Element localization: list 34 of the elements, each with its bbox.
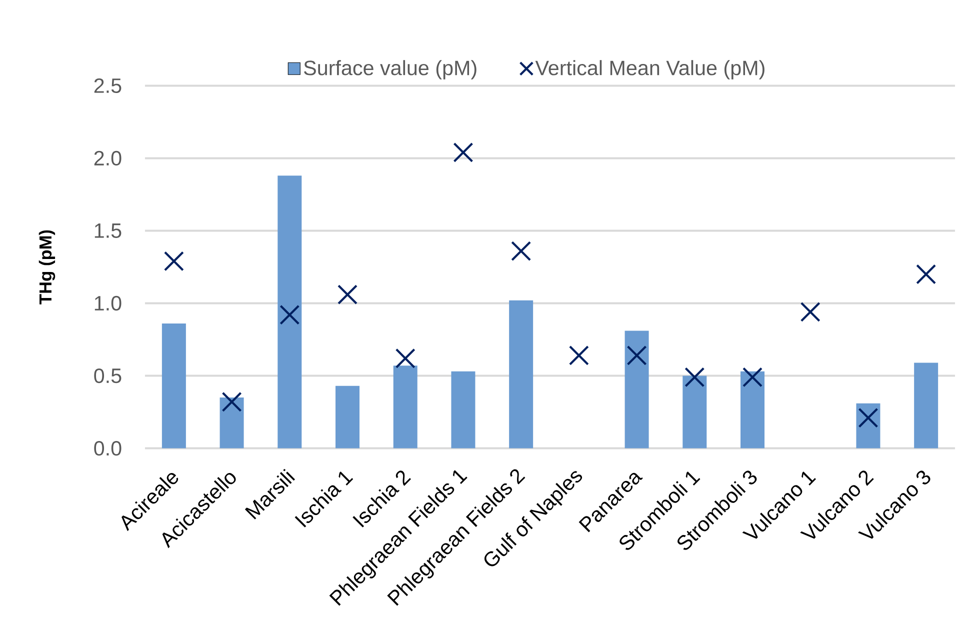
legend-label: Vertical Mean Value (pM) — [535, 60, 764, 80]
y-tick-label: 0.0 — [94, 440, 122, 456]
bar — [856, 403, 880, 448]
point — [916, 264, 936, 284]
y-tick-label: 2.5 — [94, 78, 122, 94]
point — [511, 241, 532, 262]
bar — [740, 371, 765, 448]
point — [453, 142, 474, 162]
point — [742, 367, 763, 388]
point — [800, 302, 820, 322]
y-tick-label: 1.5 — [94, 224, 122, 238]
point — [684, 367, 705, 388]
bar — [682, 376, 707, 448]
bar — [220, 398, 244, 448]
point — [395, 348, 416, 368]
bar — [162, 324, 186, 448]
point — [626, 345, 647, 366]
bar — [393, 366, 418, 448]
y-tick-label: 0.5 — [94, 368, 122, 384]
point — [164, 251, 184, 272]
y-tick-label: 2.0 — [94, 150, 122, 166]
point — [337, 284, 358, 305]
bar — [451, 371, 476, 448]
point — [222, 392, 242, 412]
point — [280, 304, 300, 325]
legend-label: Surface value (pM) — [304, 60, 476, 80]
bar — [509, 300, 534, 448]
point — [568, 345, 589, 366]
bar — [624, 330, 649, 448]
bar — [914, 362, 938, 448]
bar — [336, 386, 360, 448]
y-tick-label: 1.0 — [94, 296, 122, 311]
bar — [278, 176, 302, 448]
y-axis-title: THg (pM) — [38, 230, 56, 304]
